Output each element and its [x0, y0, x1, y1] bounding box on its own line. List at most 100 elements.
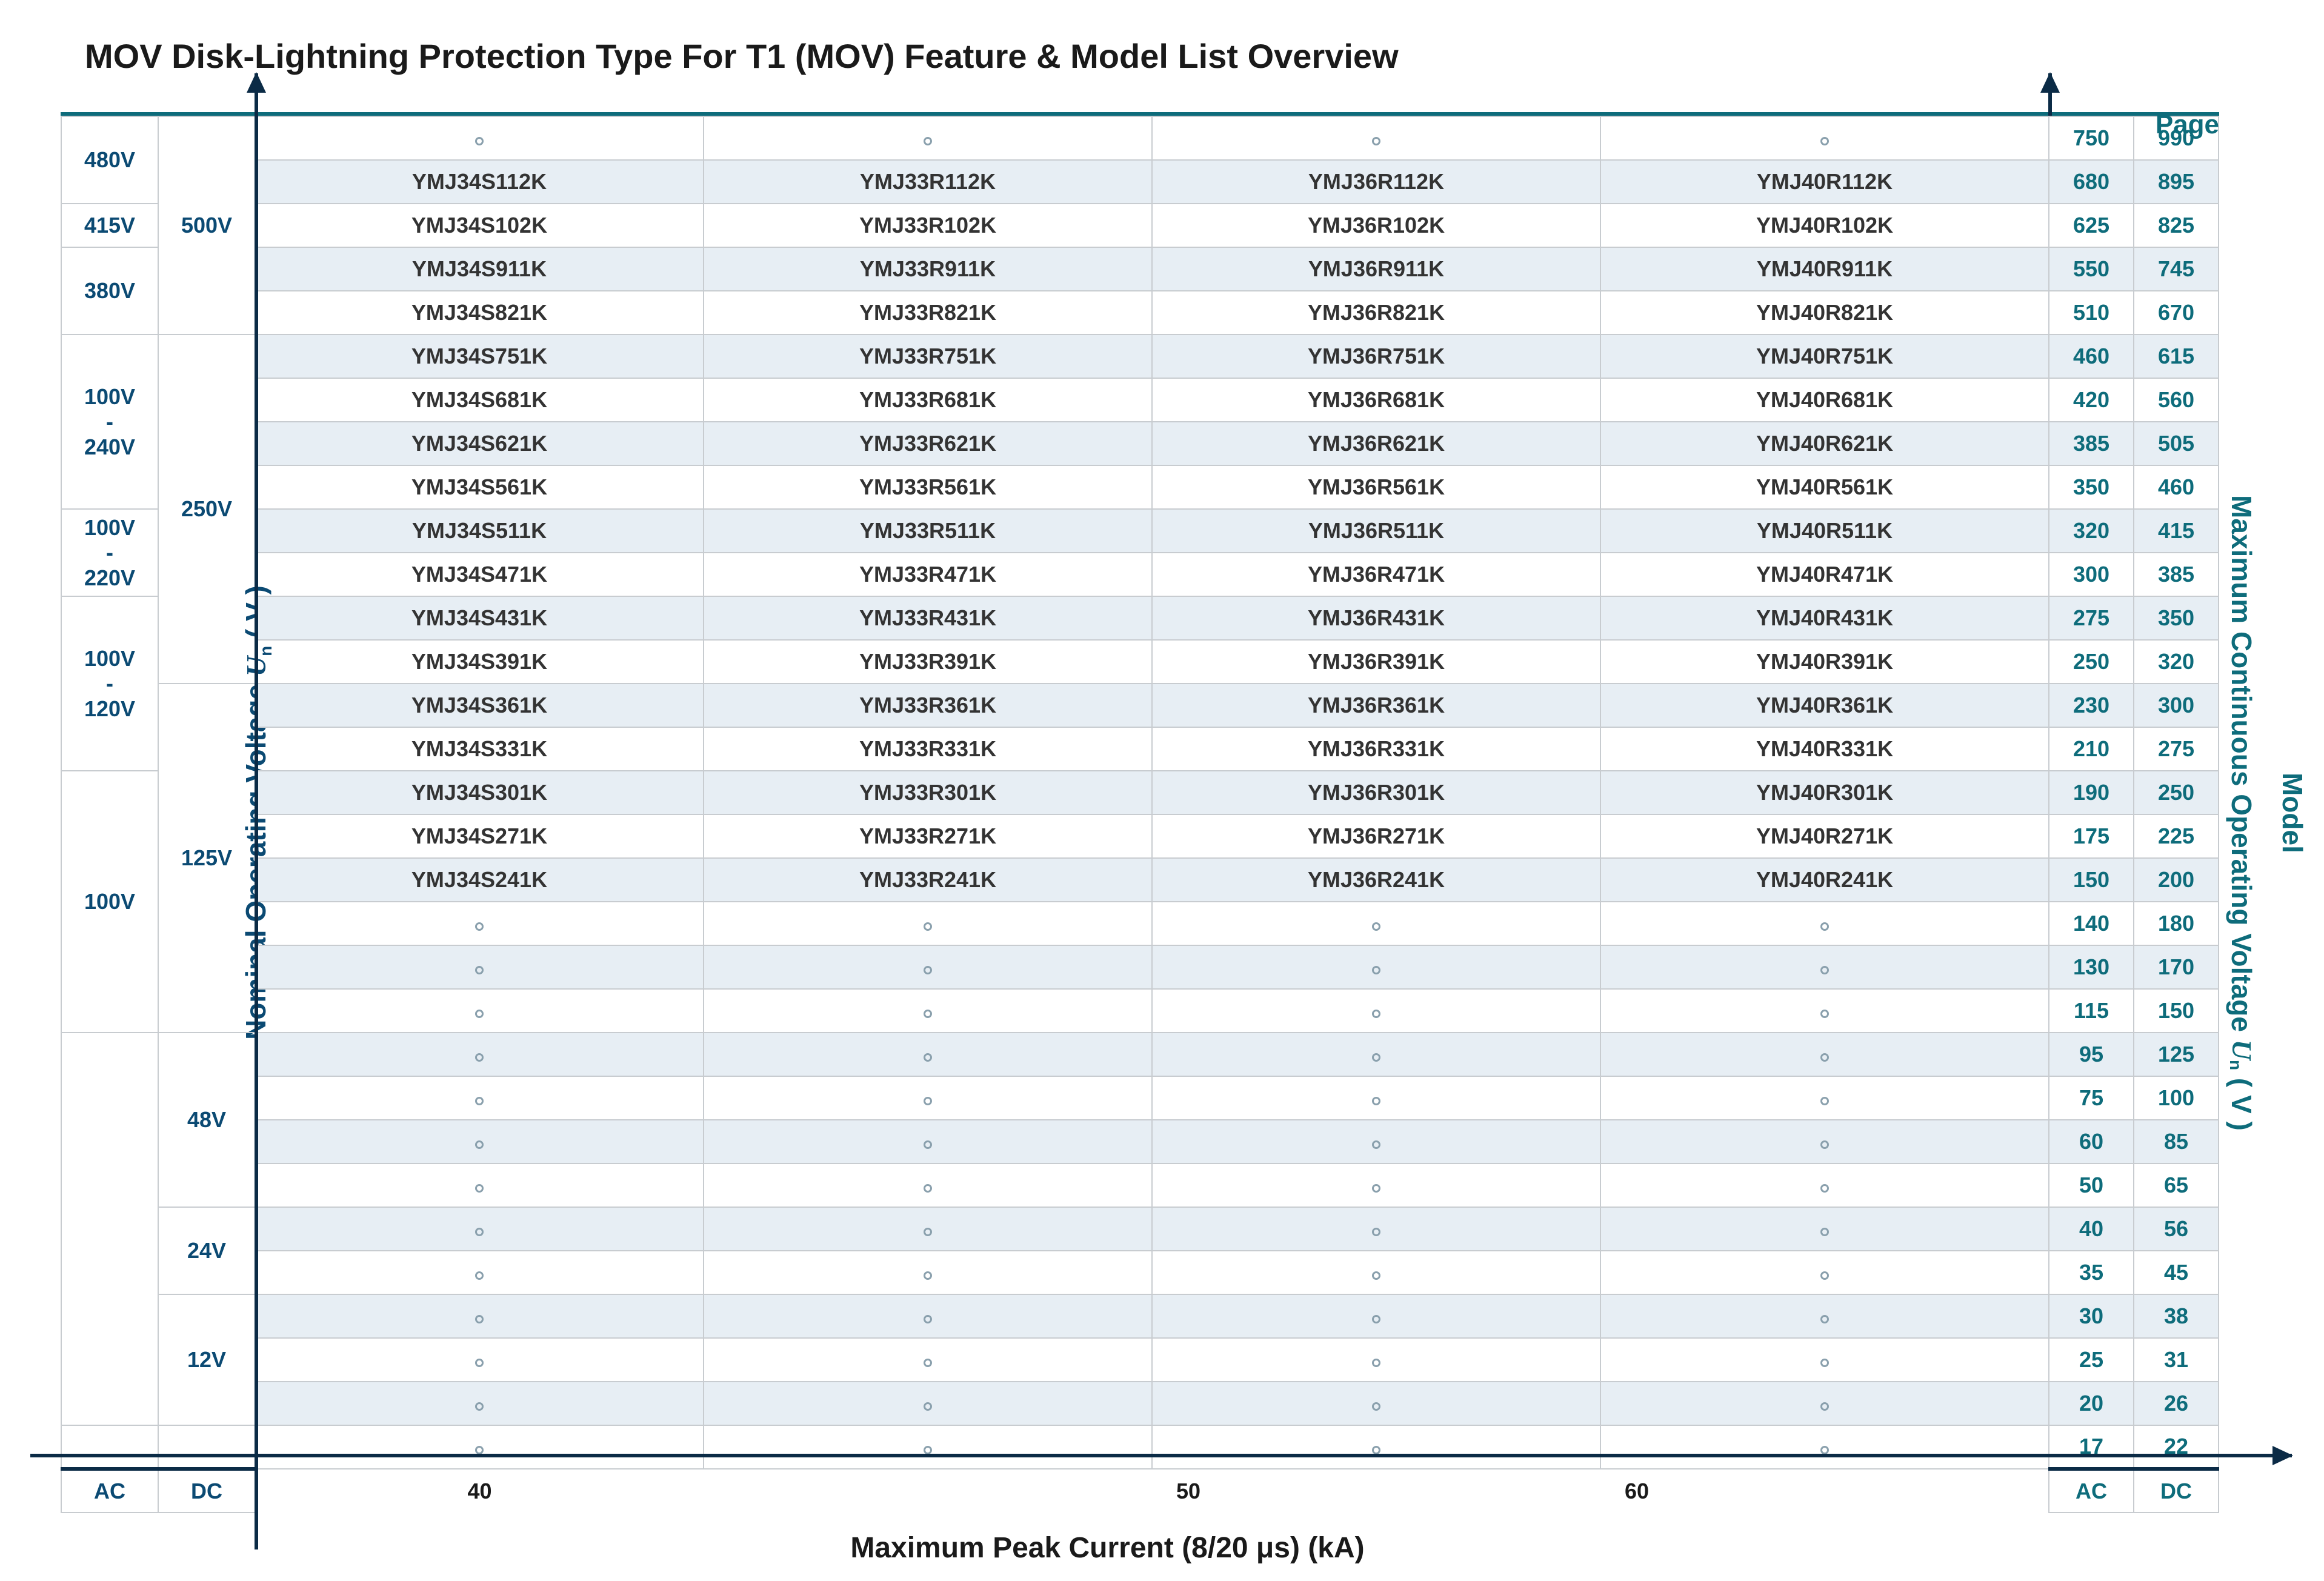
model-cell [1152, 989, 1600, 1033]
empty-circle-icon [1372, 1184, 1380, 1193]
mcov-ac-cell: 60 [2049, 1120, 2134, 1163]
table-row: 380VYMJ34S911KYMJ33R911KYMJ36R911KYMJ40R… [61, 247, 2219, 291]
mcov-dc-cell: 125 [2134, 1033, 2219, 1076]
model-cell: YMJ33R471K [704, 553, 1152, 596]
table-row: YMJ34S681KYMJ33R681KYMJ36R681KYMJ40R681K… [61, 378, 2219, 422]
model-cell: YMJ34S621K [255, 422, 704, 465]
model-cell: YMJ33R391K [704, 640, 1152, 684]
model-cell: YMJ36R511K [1152, 509, 1600, 553]
empty-circle-icon [1820, 137, 1829, 145]
model-cell: YMJ40R301K [1600, 771, 2049, 814]
model-cell: YMJ36R241K [1152, 858, 1600, 902]
empty-circle-icon [1372, 137, 1380, 145]
model-cell [704, 1382, 1152, 1425]
empty-circle-icon [1372, 922, 1380, 931]
model-cell [1152, 1251, 1600, 1294]
empty-circle-icon [924, 1184, 932, 1193]
model-cell: YMJ36R301K [1152, 771, 1600, 814]
model-cell: YMJ33R301K [704, 771, 1152, 814]
model-cell: YMJ34S301K [255, 771, 704, 814]
model-cell: YMJ40R621K [1600, 422, 2049, 465]
model-cell [1152, 1338, 1600, 1382]
right-axis-labels: Maximum Continuous Operating Voltage Un … [2225, 112, 2309, 1513]
table-row: 75100 [61, 1076, 2219, 1120]
footer-dc-left: DC [158, 1469, 255, 1513]
mcov-dc-cell: 460 [2134, 465, 2219, 509]
mcov-ac-cell: 175 [2049, 814, 2134, 858]
model-cell: YMJ34S821K [255, 291, 704, 335]
model-cell: YMJ40R361K [1600, 684, 2049, 727]
model-cell [704, 1425, 1152, 1469]
empty-circle-icon [924, 966, 932, 974]
mcov-ac-cell: 350 [2049, 465, 2134, 509]
model-cell [1152, 1033, 1600, 1076]
model-cell [255, 1425, 704, 1469]
model-cell [704, 116, 1152, 160]
model-cell [704, 1033, 1152, 1076]
model-cell: YMJ40R112K [1600, 160, 2049, 204]
model-cell: YMJ36R271K [1152, 814, 1600, 858]
model-cell: YMJ40R431K [1600, 596, 2049, 640]
empty-circle-icon [1372, 1053, 1380, 1062]
model-cell: YMJ40R511K [1600, 509, 2049, 553]
model-cell [255, 1207, 704, 1251]
model-cell: YMJ36R391K [1152, 640, 1600, 684]
ac-voltage-cell: 100V - 220V [61, 509, 158, 596]
table-row: 1722 [61, 1425, 2219, 1469]
empty-circle-icon [924, 1010, 932, 1018]
table-row: 24V4056 [61, 1207, 2219, 1251]
mcov-dc-cell: 350 [2134, 596, 2219, 640]
footer-ac-left: AC [61, 1469, 158, 1513]
empty-circle-icon [475, 1010, 484, 1018]
empty-circle-icon [1820, 1402, 1829, 1411]
mcov-dc-cell: 150 [2134, 989, 2219, 1033]
model-cell [704, 945, 1152, 989]
dc-voltage-cell: 12V [158, 1294, 255, 1425]
model-cell [255, 1251, 704, 1294]
model-cell: YMJ40R751K [1600, 335, 2049, 378]
empty-circle-icon [924, 137, 932, 145]
y-axis-arrow-left [255, 73, 258, 1549]
empty-circle-icon [475, 137, 484, 145]
empty-circle-icon [1820, 1184, 1829, 1193]
empty-circle-icon [1820, 1359, 1829, 1367]
mcov-dc-cell: 615 [2134, 335, 2219, 378]
dc-voltage-cell: 48V [158, 1033, 255, 1207]
mcov-dc-cell: 38 [2134, 1294, 2219, 1338]
model-cell [704, 1338, 1152, 1382]
table-row: 12V3038 [61, 1294, 2219, 1338]
table-row: 140180 [61, 902, 2219, 945]
empty-circle-icon [1372, 1140, 1380, 1149]
empty-circle-icon [1372, 1010, 1380, 1018]
empty-circle-icon [924, 922, 932, 931]
page-corner-label: Page [2156, 110, 2219, 140]
mcov-dc-cell: 385 [2134, 553, 2219, 596]
y-right-pre: Maximum Continuous Operating Voltage [2226, 495, 2257, 1040]
table-row: 415VYMJ34S102KYMJ33R102KYMJ36R102KYMJ40R… [61, 204, 2219, 247]
mcov-ac-cell: 40 [2049, 1207, 2134, 1251]
model-cell [255, 1120, 704, 1163]
model-cell [255, 1163, 704, 1207]
empty-circle-icon [1820, 1053, 1829, 1062]
model-cell: YMJ34S271K [255, 814, 704, 858]
model-cell [255, 945, 704, 989]
model-cell: YMJ40R911K [1600, 247, 2049, 291]
empty-circle-icon [475, 1097, 484, 1105]
ac-voltage-cell: 100V - 120V [61, 596, 158, 771]
model-cell [1600, 902, 2049, 945]
mcov-dc-cell: 415 [2134, 509, 2219, 553]
footer-dc-right: DC [2134, 1469, 2219, 1513]
model-cell: YMJ33R561K [704, 465, 1152, 509]
mcov-ac-cell: 320 [2049, 509, 2134, 553]
ac-voltage-cell: 415V [61, 204, 158, 247]
empty-circle-icon [924, 1402, 932, 1411]
model-cell [255, 1338, 704, 1382]
ac-voltage-cell: 100V [61, 771, 158, 1033]
page-title: MOV Disk-Lightning Protection Type For T… [61, 36, 2263, 76]
table-row: 3545 [61, 1251, 2219, 1294]
y-right-unit: ( V ) [2226, 1070, 2257, 1131]
model-cell: YMJ33R751K [704, 335, 1152, 378]
mcov-dc-cell: 26 [2134, 1382, 2219, 1425]
table-row: YMJ34S331KYMJ33R331KYMJ36R331KYMJ40R331K… [61, 727, 2219, 771]
mcov-ac-cell: 25 [2049, 1338, 2134, 1382]
